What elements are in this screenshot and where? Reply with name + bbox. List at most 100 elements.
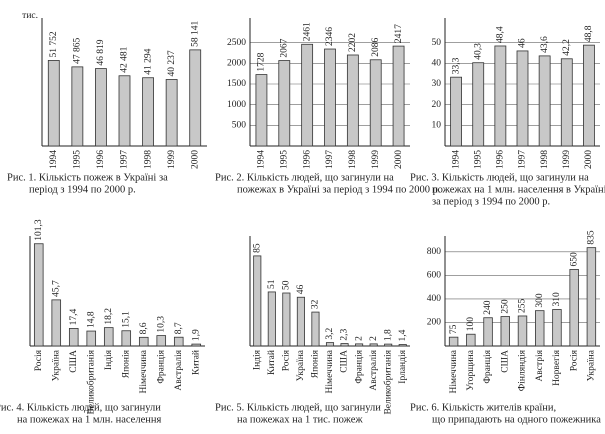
value-label: 2417 <box>394 24 404 43</box>
value-label: 40,3 <box>473 43 483 60</box>
bar <box>311 311 320 347</box>
y-tick-label: 800 <box>427 247 442 257</box>
x-tick-label: 2000 <box>394 150 404 169</box>
x-tick-label: 1995 <box>73 150 83 169</box>
bar <box>165 79 178 147</box>
x-tick-label: Австралія <box>174 349 184 390</box>
y-tick-label: 40 <box>432 59 442 69</box>
x-tick-label: Україна <box>51 349 61 381</box>
y-tick-label: 600 <box>427 271 442 281</box>
x-tick-label: Німеччина <box>449 349 459 393</box>
bar <box>466 333 476 347</box>
value-label: 1728 <box>257 52 267 71</box>
bar <box>494 45 507 147</box>
bar <box>369 343 378 347</box>
value-label: 10,3 <box>156 316 166 333</box>
value-label: 310 <box>552 292 562 307</box>
value-label: 48,4 <box>496 26 506 43</box>
value-label: 2067 <box>279 38 289 57</box>
bar <box>191 343 202 347</box>
value-label: 300 <box>535 293 545 308</box>
y-tick-label: 1500 <box>227 79 246 89</box>
x-tick-label: 1998 <box>348 150 358 169</box>
value-label: 255 <box>518 298 528 313</box>
y-tick-label: 500 <box>232 121 247 131</box>
value-label: 2086 <box>371 38 381 57</box>
bar <box>301 43 314 147</box>
bar <box>121 330 132 347</box>
x-tick-label: 1998 <box>540 150 550 169</box>
bar <box>355 343 364 347</box>
bar <box>500 316 510 347</box>
caption: Рис. 5. Кількість людей, що загинули <box>215 402 381 413</box>
x-tick-label: 1997 <box>518 150 528 169</box>
bar <box>384 343 393 347</box>
x-tick-label: 2000 <box>190 150 200 169</box>
x-tick-label: США <box>69 350 79 373</box>
bar <box>538 55 551 147</box>
x-tick-label: Великобританія <box>382 349 393 414</box>
y-tick-label: 400 <box>427 294 442 304</box>
value-label: 2202 <box>348 33 358 52</box>
value-label: 650 <box>569 252 579 267</box>
x-tick-label: Франція <box>354 349 364 383</box>
x-tick-label: 1999 <box>167 150 177 169</box>
x-tick-label: Австрія <box>535 349 545 381</box>
bar <box>560 58 573 147</box>
y-tick-label: 200 <box>427 318 442 328</box>
value-label: 2461 <box>302 22 312 41</box>
caption: на пожежах на 1 тис. пожеж <box>237 414 363 425</box>
value-label: 32 <box>311 299 321 309</box>
value-label: 2 <box>354 336 364 341</box>
bar <box>516 50 529 147</box>
x-tick-label: 1999 <box>562 150 572 169</box>
value-label: 41 294 <box>143 48 153 74</box>
x-tick-label: 1995 <box>279 150 289 169</box>
value-label: 85 <box>252 243 262 253</box>
bar <box>95 68 107 147</box>
value-label: 40 237 <box>167 50 177 76</box>
bar <box>517 315 528 347</box>
value-label: 101,3 <box>34 219 44 241</box>
bar <box>392 45 405 147</box>
value-label: 48,8 <box>584 25 594 42</box>
x-tick-label: 2000 <box>584 150 594 169</box>
x-tick-label: Франція <box>483 349 493 383</box>
x-tick-label: США <box>500 350 510 373</box>
value-label: 51 <box>267 279 277 289</box>
bar <box>278 60 291 147</box>
caption: Рис. 3. Кількість людей, що загинули на <box>410 172 589 183</box>
x-tick-label: Китай <box>190 350 201 375</box>
bar <box>472 62 485 147</box>
caption: пожежах на 1 млн. населення в Україні <box>432 184 605 195</box>
x-tick-label: Німеччина <box>325 349 335 393</box>
value-label: 51 752 <box>49 31 59 57</box>
bar <box>255 74 268 147</box>
y-tick-label: 30 <box>432 79 442 89</box>
y-axis-label: тис. <box>22 11 38 21</box>
x-tick-label: Росія <box>34 349 44 371</box>
x-tick-label: Японія <box>121 349 131 378</box>
bar <box>267 291 276 347</box>
value-label: 46 819 <box>96 39 106 65</box>
value-label: 17,4 <box>69 309 79 326</box>
x-tick-label: Франція <box>156 349 166 383</box>
bar <box>118 75 131 147</box>
y-tick-label: 20 <box>432 100 442 110</box>
bar <box>142 77 154 147</box>
value-label: 1,4 <box>398 329 408 341</box>
x-tick-label: Україна <box>296 349 306 381</box>
bar <box>325 342 335 347</box>
value-label: 1,8 <box>383 329 393 341</box>
caption: Рис. 6. Кількість жителів країни, <box>410 402 556 413</box>
value-label: 15,1 <box>121 311 131 328</box>
bar <box>189 49 202 147</box>
x-tick-label: 1996 <box>302 150 312 169</box>
caption: що припадають на одного пожежника <box>432 414 601 425</box>
x-tick-label: 1994 <box>451 150 461 169</box>
bar <box>173 336 184 347</box>
value-label: 45,7 <box>51 280 61 297</box>
bar <box>552 309 562 347</box>
x-tick-label: Індія <box>252 349 262 370</box>
x-tick-label: 1997 <box>325 150 335 169</box>
